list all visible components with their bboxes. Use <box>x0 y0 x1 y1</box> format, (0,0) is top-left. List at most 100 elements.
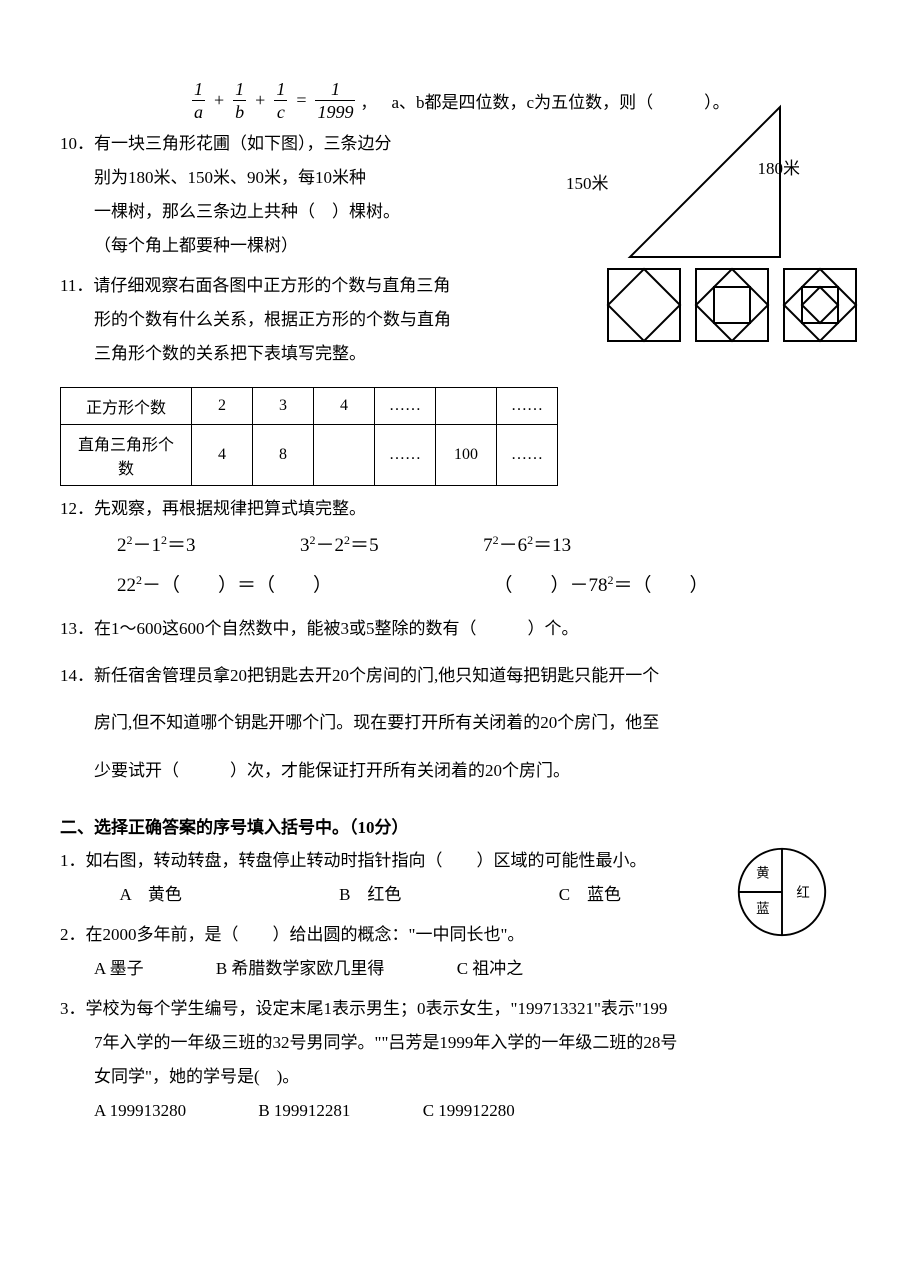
pow: 22 <box>117 535 133 556</box>
res: 5 <box>369 535 379 556</box>
pow: 32 <box>300 535 316 556</box>
plus-1: + <box>214 90 224 111</box>
cell: …… <box>497 425 558 486</box>
option-a: A 199913280 <box>94 1094 186 1128</box>
cell: 2 <box>192 388 253 425</box>
pow: 22 <box>335 535 351 556</box>
q11-num: 11． <box>60 269 93 303</box>
base: 2 <box>335 535 345 556</box>
frac-1-num: 1 <box>192 80 205 101</box>
q14-l3: 少要试开（ ）次，才能保证打开所有关闭着的20个房门。 <box>60 761 570 780</box>
spinner-label-blue: 蓝 <box>756 901 769 916</box>
res: 3 <box>186 535 196 556</box>
q14-l2: 房门,但不知道哪个钥匙开哪个门。现在要打开所有关闭着的20个房门，他至 <box>60 713 659 732</box>
triangle-label-left: 150米 <box>566 167 609 201</box>
q12-line1: 22－12＝3 32－22＝5 72－62＝13 <box>60 526 860 566</box>
frac-2-den: b <box>233 101 246 121</box>
page: 1 a + 1 b + 1 c = 1 1999 ， a、b都是四位数，c为五位… <box>0 0 920 1277</box>
frac-4: 1 1999 <box>315 80 355 121</box>
base: 2 <box>117 535 127 556</box>
option-a: A 墨子 <box>94 952 144 986</box>
cell: 正方形个数 <box>61 388 192 425</box>
q10: 150米 180米 10．有一块三角形花圃（如下图），三条边分 别为180米、1… <box>60 127 860 263</box>
base: 7 <box>483 535 493 556</box>
cell: …… <box>375 425 436 486</box>
q11-l1: 请仔细观察右面各图中正方形的个数与直角三角 <box>93 276 450 295</box>
spinner-label-red: 红 <box>796 884 809 899</box>
q11-fig-2 <box>692 265 772 345</box>
frac-4-den: 1999 <box>315 101 355 121</box>
q11-fig-1 <box>604 265 684 345</box>
q11-figures <box>604 265 860 345</box>
q12-line2: 222－（ ）＝（ ） （ ）－782＝（ ） <box>60 566 860 606</box>
spinner-label-yellow: 黄 <box>756 865 769 880</box>
q11-l2: 形的个数有什么关系，根据正方形的个数与直角 <box>60 310 451 329</box>
q12-num: 12． <box>60 492 94 526</box>
frac-3-den: c <box>274 101 287 121</box>
s2q2-num: 2． <box>60 918 86 952</box>
frac-4-num: 1 <box>315 80 355 101</box>
q14: 14．新任宿舍管理员拿20把钥匙去开20个房间的门,他只知道每把钥匙只能开一个 … <box>60 652 860 795</box>
base: 1 <box>152 535 162 556</box>
equals-1: = <box>296 90 306 111</box>
option-c: C 蓝色 <box>559 878 621 912</box>
s2q3-num: 3． <box>60 992 86 1026</box>
q11-table: 正方形个数 2 3 4 …… …… 直角三角形个数 4 8 …… 100 …… <box>60 387 558 486</box>
cell <box>314 425 375 486</box>
table-row: 直角三角形个数 4 8 …… 100 …… <box>61 425 558 486</box>
option-a: A 黄色 <box>120 878 182 912</box>
pow: 12 <box>152 535 168 556</box>
spinner-figure: 黄 红 蓝 <box>734 844 830 940</box>
comma: ， <box>360 89 376 113</box>
frac-1-den: a <box>192 101 205 121</box>
pow: 72 <box>483 535 499 556</box>
option-b: B 199912281 <box>258 1094 350 1128</box>
q10-l2: 别为180米、150米、90米，每10米种 <box>60 168 366 187</box>
cell: 8 <box>253 425 314 486</box>
base: 6 <box>518 535 528 556</box>
cell <box>436 388 497 425</box>
s2q3-l2: 7年入学的一年级三班的32号男同学。""吕芳是1999年入学的一年级二班的28号 <box>60 1033 677 1052</box>
mid: （ ）－78 <box>494 575 608 596</box>
q11-l3: 三角形个数的关系把下表填写完整。 <box>60 344 366 363</box>
s2q2-text: 在2000多年前，是（ ）给出圆的概念："一中同长也"。 <box>86 925 525 944</box>
option-b: B 红色 <box>339 878 401 912</box>
q10-l3: 一棵树，那么三条边上共种（ ）棵树。 <box>60 202 400 221</box>
s2q1-num: 1． <box>60 844 86 878</box>
cell: 直角三角形个数 <box>61 425 192 486</box>
q10-num: 10． <box>60 127 94 161</box>
option-b: B 希腊数学家欧几里得 <box>216 952 385 986</box>
q10-l4: （每个角上都要种一棵树） <box>60 236 298 255</box>
res: 13 <box>552 535 571 556</box>
cell: 4 <box>314 388 375 425</box>
s2q1-text: 如右图，转动转盘，转盘停止转动时指针指向（ ）区域的可能性最小。 <box>86 851 647 870</box>
option-c: C 199912280 <box>423 1094 515 1128</box>
table-row: 正方形个数 2 3 4 …… …… <box>61 388 558 425</box>
q14-l1: 新任宿舍管理员拿20把钥匙去开20个房间的门,他只知道每把钥匙只能开一个 <box>94 666 659 685</box>
q13-num: 13． <box>60 612 94 646</box>
triangle-label-right: 180米 <box>758 152 801 186</box>
q12-stem: 先观察，再根据规律把算式填完整。 <box>94 499 366 518</box>
s2q3-l3: 女同学"，她的学号是( )。 <box>60 1067 299 1086</box>
cell: 4 <box>192 425 253 486</box>
base: 22 <box>117 575 136 596</box>
cell: 3 <box>253 388 314 425</box>
frac-3: 1 c <box>274 80 287 121</box>
q13: 13．在1～600这600个自然数中，能被3或5整除的数有（ ）个。 <box>60 612 860 646</box>
q12: 12．先观察，再根据规律把算式填完整。 <box>60 492 860 526</box>
q11-fig-3 <box>780 265 860 345</box>
q13-text: 在1～600这600个自然数中，能被3或5整除的数有（ ）个。 <box>94 619 579 638</box>
base: 3 <box>300 535 310 556</box>
frac-1: 1 a <box>192 80 205 121</box>
blank: （ ）＝（ ） <box>161 575 332 596</box>
s2q1: 黄 红 蓝 1．如右图，转动转盘，转盘停止转动时指针指向（ ）区域的可能性最小。 <box>60 844 860 878</box>
frac-3-num: 1 <box>274 80 287 101</box>
option-c: C 祖冲之 <box>457 952 524 986</box>
pow: 222 <box>117 575 142 596</box>
s2q3-l1: 学校为每个学生编号，设定末尾1表示男生；0表示女生，"199713321"表示"… <box>86 999 668 1018</box>
cell: …… <box>497 388 558 425</box>
q14-num: 14． <box>60 652 94 700</box>
section-2-title: 二、选择正确答案的序号填入括号中。（10分） <box>60 813 860 838</box>
frac-2: 1 b <box>233 80 246 121</box>
pow: 62 <box>518 535 534 556</box>
